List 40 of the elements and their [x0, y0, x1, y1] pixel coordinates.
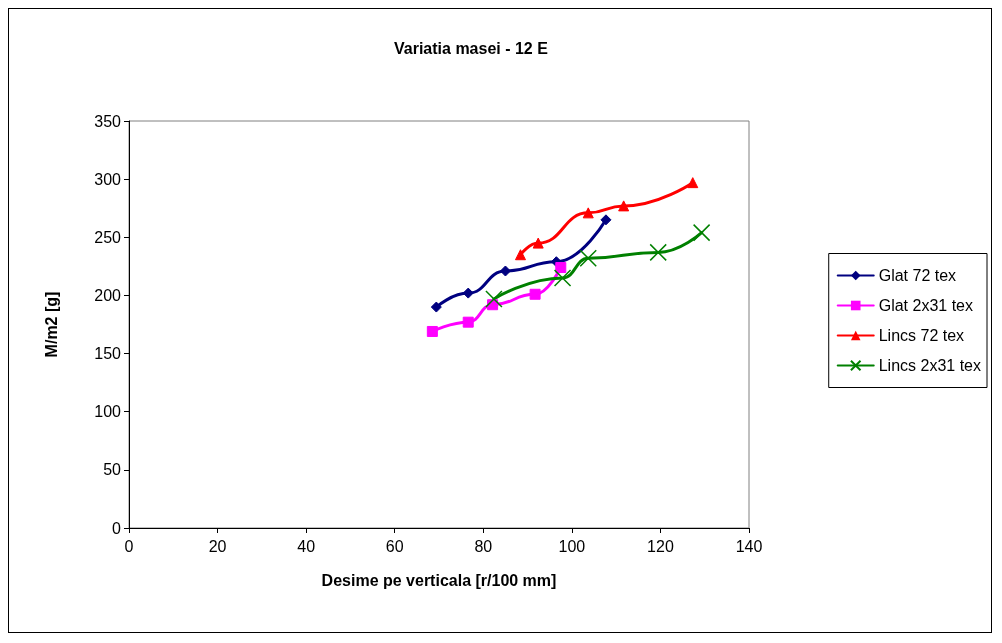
point — [618, 200, 630, 212]
point — [579, 249, 597, 267]
y-tick-label: 150 — [94, 345, 122, 363]
point — [687, 177, 699, 189]
point — [529, 288, 541, 300]
point — [692, 223, 711, 242]
y-tick-label: 250 — [94, 228, 122, 246]
x-tick-label: 100 — [558, 537, 586, 555]
point — [499, 265, 511, 277]
point — [485, 290, 503, 308]
chart-title: Variatia masei - 12 E — [394, 39, 549, 57]
point — [553, 269, 572, 287]
x-tick-label: 60 — [385, 537, 404, 555]
y-tick-label: 350 — [94, 112, 122, 130]
y-tick-label: 300 — [94, 170, 122, 188]
x-tick-label: 120 — [647, 537, 674, 555]
y-tick-label: 50 — [103, 461, 122, 479]
x-tick-label: 20 — [208, 537, 227, 555]
legend-label: Glat 72 tex — [878, 267, 957, 284]
point — [514, 249, 526, 261]
legend-label: Lincs 72 tex — [878, 327, 965, 344]
x-tick-label: 80 — [474, 537, 493, 555]
point — [649, 243, 667, 262]
legend-label: Lincs 2x31 tex — [878, 357, 981, 374]
y-tick-label: 200 — [94, 286, 122, 304]
x-tick-label: 40 — [297, 537, 316, 555]
point — [600, 214, 612, 226]
point — [462, 316, 474, 328]
point — [426, 325, 438, 337]
legend-label: Glat 2x31 tex — [878, 297, 973, 314]
x-tick-label: 140 — [735, 537, 763, 555]
x-tick-label: 0 — [124, 537, 134, 555]
point — [555, 262, 567, 274]
point — [582, 207, 594, 219]
point — [532, 237, 544, 249]
y-axis-title: M/m2 [g] — [42, 291, 60, 358]
y-tick-label: 0 — [112, 519, 122, 537]
x-axis-title: Desime pe verticala [r/100 mm] — [321, 571, 557, 589]
y-tick-label: 100 — [94, 403, 122, 421]
point — [430, 301, 442, 313]
